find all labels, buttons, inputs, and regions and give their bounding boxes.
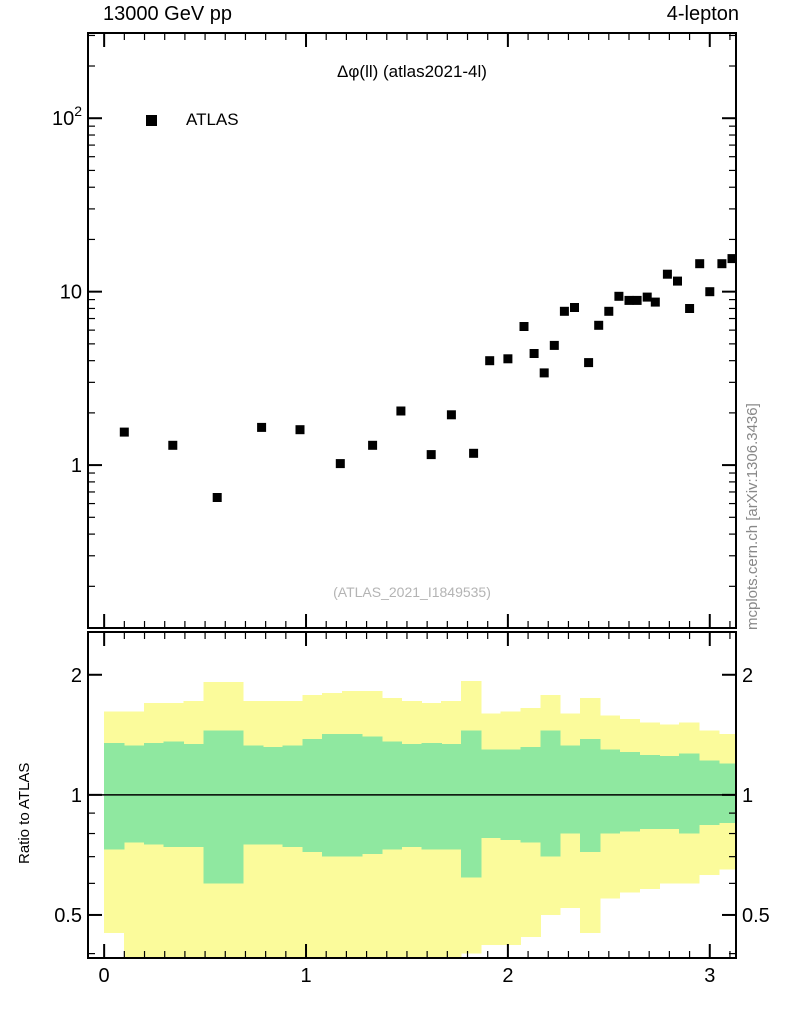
- svg-text:0: 0: [99, 965, 110, 987]
- header-process-label: 4-lepton: [666, 3, 739, 25]
- mcplots-side-label: mcplots.cern.ch [arXiv:1306.3436]: [744, 403, 761, 630]
- svg-text:10: 10: [60, 282, 82, 304]
- legend-label: ATLAS: [186, 110, 239, 129]
- svg-text:2: 2: [742, 665, 753, 687]
- header-beam-energy: 13000 GeV pp: [103, 3, 232, 25]
- svg-text:0.5: 0.5: [742, 905, 770, 927]
- svg-text:1: 1: [742, 785, 753, 807]
- plot-title: Δφ(ll) (atlas2021-4l): [337, 62, 487, 81]
- svg-text:2: 2: [71, 665, 82, 687]
- svg-text:2: 2: [502, 965, 513, 987]
- svg-text:102: 102: [52, 103, 82, 130]
- svg-text:1: 1: [71, 785, 82, 807]
- analysis-watermark: (ATLAS_2021_I1849535): [333, 584, 491, 600]
- svg-text:3: 3: [704, 965, 715, 987]
- ratio-y-axis-label: Ratio to ATLAS: [16, 762, 33, 864]
- svg-text:1: 1: [71, 455, 82, 477]
- legend-square-marker-icon: [146, 115, 157, 126]
- svg-text:0.5: 0.5: [54, 905, 82, 927]
- svg-text:1: 1: [300, 965, 311, 987]
